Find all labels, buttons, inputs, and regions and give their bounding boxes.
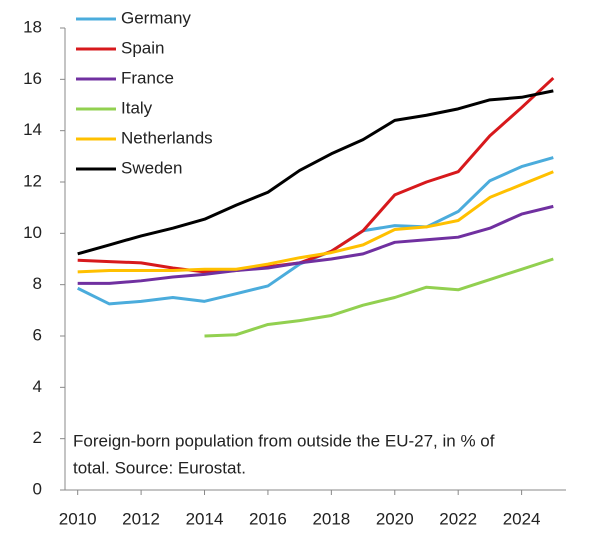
y-tick-label: 0 <box>33 479 42 498</box>
y-tick-label: 12 <box>23 171 42 190</box>
x-tick-label: 2010 <box>59 509 97 528</box>
x-tick-label: 2014 <box>186 509 224 528</box>
x-tick-label: 2016 <box>249 509 287 528</box>
y-tick-label: 18 <box>23 17 42 36</box>
legend-label: Netherlands <box>121 128 213 147</box>
legend-label: Sweden <box>121 158 182 177</box>
y-tick-label: 6 <box>33 325 42 344</box>
series-line <box>77 204 554 285</box>
y-tick-label: 10 <box>23 223 42 242</box>
y-tick-label: 8 <box>33 274 42 293</box>
legend-label: Germany <box>121 8 191 27</box>
legend-label: Italy <box>121 98 153 117</box>
x-tick-label: 2022 <box>439 509 477 528</box>
x-tick-label: 2018 <box>312 509 350 528</box>
series-line <box>77 89 554 256</box>
series-line <box>77 76 555 274</box>
legend-label: Spain <box>121 38 164 57</box>
y-tick-label: 2 <box>33 428 42 447</box>
y-tick-label: 16 <box>23 69 42 88</box>
x-tick-label: 2012 <box>122 509 160 528</box>
annotation: total. Source: Eurostat. <box>73 458 246 477</box>
x-tick-label: 2024 <box>503 509 541 528</box>
annotation: Foreign-born population from outside the… <box>73 431 495 450</box>
series-line <box>77 170 554 274</box>
legend-label: France <box>121 68 174 87</box>
series-line <box>204 257 554 338</box>
x-tick-label: 2020 <box>376 509 414 528</box>
y-tick-label: 14 <box>23 120 42 139</box>
y-tick-label: 4 <box>33 377 42 396</box>
